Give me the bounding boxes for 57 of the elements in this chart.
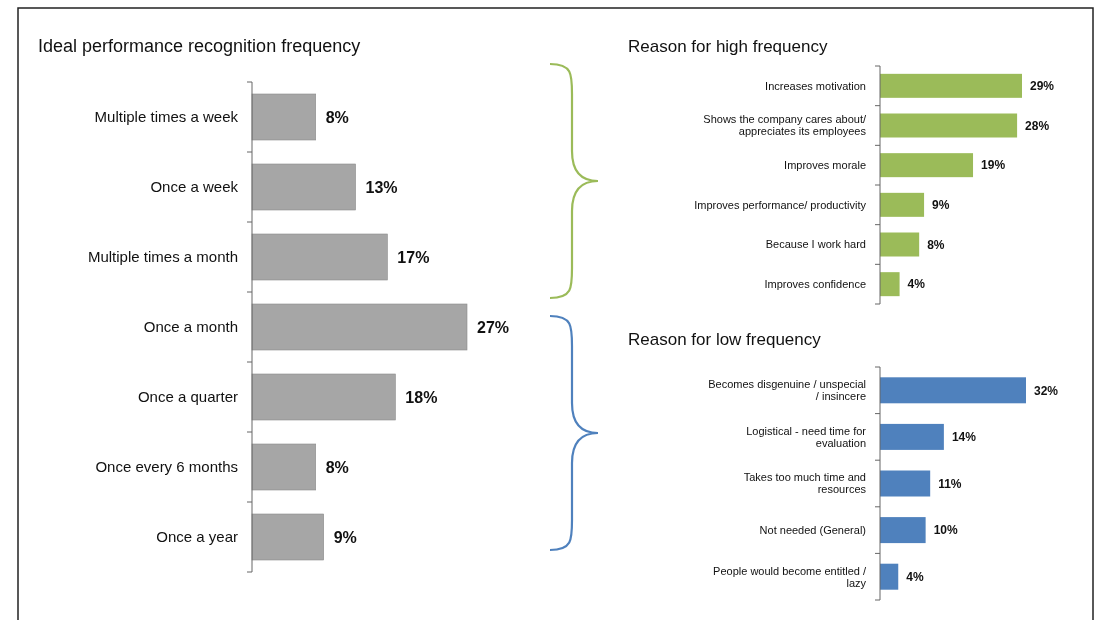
data-label: 8% [325, 458, 349, 476]
y-tick-label: Becomes disgenuine / unspecial / insincere [708, 378, 866, 403]
y-tick-label: Improves performance/ productivity [694, 198, 867, 211]
data-label: 29% [1030, 79, 1055, 94]
y-tick-label: People would become entitled / lazy [713, 564, 867, 589]
y-tick-label: Once a quarter [137, 388, 238, 406]
y-tick-label: Once a month [143, 318, 238, 336]
y-tick-label: Multiple times a week [94, 108, 239, 126]
y-tick-label: Improves confidence [764, 278, 866, 291]
data-label: 4% [907, 277, 926, 292]
y-tick-label: Once a year [156, 528, 238, 546]
data-label: 14% [951, 430, 977, 445]
bar [880, 423, 944, 450]
data-label: 19% [981, 158, 1006, 173]
y-tick-label: Because I work hard [765, 238, 866, 251]
data-label: 28% [1025, 118, 1050, 133]
bar [880, 517, 926, 544]
bar [251, 93, 316, 141]
y-tick-label: Once a week [150, 178, 239, 196]
bar [251, 513, 324, 561]
data-label: 17% [397, 248, 430, 266]
y-tick-label: Takes too much time and resources [743, 471, 867, 496]
chart-title: Ideal performance recognition frequency [38, 36, 361, 56]
data-label: 8% [325, 108, 349, 126]
text: Reason for low frequency [628, 330, 822, 349]
y-tick-label: Increases motivation [765, 79, 866, 92]
data-label: 9% [932, 198, 950, 213]
bar [880, 563, 899, 590]
data-label: 10% [933, 523, 958, 538]
bar [880, 377, 1026, 404]
bar [251, 443, 316, 491]
y-tick-label: Multiple times a month [87, 248, 238, 266]
bar [880, 153, 974, 178]
y-tick-label: Logistical - need time for evaluation [746, 424, 867, 449]
data-label: 8% [927, 237, 945, 252]
y-tick-label: Improves morale [784, 159, 866, 172]
data-label: 4% [906, 569, 924, 584]
bar [880, 192, 925, 217]
bar [880, 272, 900, 297]
data-label: 13% [365, 178, 398, 196]
bar [880, 470, 931, 497]
y-tick-label: Not needed (General) [759, 523, 866, 536]
bar [251, 163, 356, 211]
y-tick-label: Shows the company cares about/ appreciates its employees [703, 113, 867, 138]
bar [880, 73, 1022, 98]
data-label: 32% [1034, 383, 1059, 398]
bar [251, 233, 388, 281]
bar [251, 373, 396, 421]
bar [880, 232, 920, 257]
bar [251, 303, 468, 351]
text: Reason for high frequency [628, 37, 828, 56]
data-label: 9% [333, 528, 357, 546]
bar [880, 113, 1018, 138]
data-label: 18% [405, 388, 438, 406]
y-tick-label: Once every 6 months [95, 458, 238, 476]
data-label: 11% [938, 476, 962, 491]
data-label: 27% [477, 318, 510, 336]
